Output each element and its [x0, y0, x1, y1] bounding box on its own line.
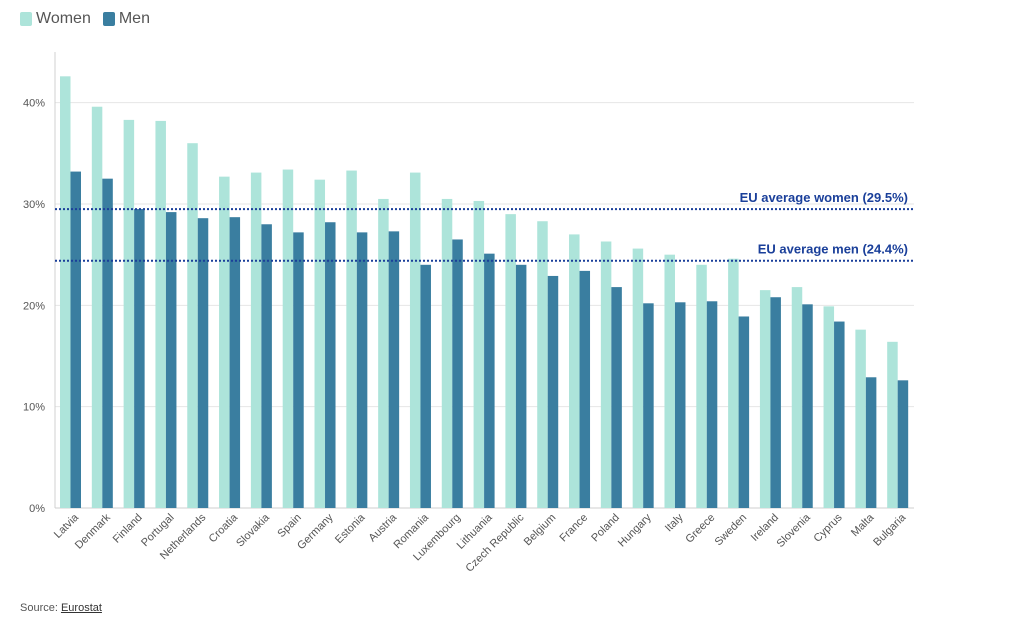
bar-women [60, 76, 71, 508]
bar-men [261, 224, 272, 508]
bar-men [515, 264, 527, 508]
bar-men [611, 287, 622, 508]
x-tick-label: Germany [295, 511, 336, 552]
bar-men [547, 275, 559, 508]
bar-women [855, 329, 866, 508]
x-tick-label: Italy [663, 511, 686, 534]
source-link[interactable]: Eurostat [60, 602, 102, 614]
bar-women [219, 176, 230, 508]
bar-men [579, 270, 591, 508]
x-tick-label: Estonia [333, 511, 368, 546]
bar-women [823, 306, 835, 508]
bar-men [674, 302, 686, 508]
x-tick-label: France [557, 512, 590, 545]
chart-legend: Women Men [20, 10, 150, 28]
bar-men [802, 304, 813, 508]
bar-women [887, 341, 898, 508]
bar-women [91, 106, 103, 508]
x-tick-label: Slovakia [234, 511, 273, 550]
bar-men [865, 377, 877, 508]
bar-women [314, 179, 326, 508]
x-tick-label: Belgium [522, 512, 559, 549]
legend-item-women[interactable]: Women [20, 10, 91, 28]
source-prefix: Source: [20, 602, 61, 614]
bar-women [791, 287, 803, 508]
bar-women [569, 234, 580, 508]
bar-men [484, 253, 495, 508]
source-note: Source: Eurostat [20, 602, 102, 614]
x-tick-label: Sweden [713, 512, 750, 549]
y-tick-label: 20% [23, 300, 45, 312]
x-tick-label: Czech Republic [464, 511, 527, 574]
bar-men [197, 218, 209, 509]
x-tick-label: Latvia [52, 511, 82, 541]
bar-men [770, 297, 781, 508]
bar-men [165, 212, 177, 508]
eu-average-men-label: EU average men (24.4%) [758, 242, 908, 257]
legend-label-women: Women [36, 10, 91, 27]
bar-women [505, 214, 516, 508]
bar-women [155, 120, 166, 508]
bar-women [441, 198, 453, 508]
y-tick-label: 0% [29, 503, 45, 515]
y-tick-label: 30% [23, 199, 45, 211]
bar-men [897, 380, 909, 508]
bar-women [728, 258, 739, 508]
bar-men [325, 222, 336, 509]
bar-women [282, 169, 294, 508]
bar-men [738, 316, 750, 508]
bar-men [643, 303, 654, 508]
bar-men [356, 232, 368, 508]
bar-women [632, 248, 644, 508]
bar-men [70, 171, 81, 508]
x-tick-label: Hungary [616, 511, 654, 549]
bar-men [229, 217, 241, 508]
x-tick-label: Bulgaria [871, 511, 909, 549]
x-tick-label: Cyprus [812, 511, 845, 544]
legend-label-men: Men [118, 10, 150, 27]
bar-women [187, 143, 198, 508]
bar-women [759, 290, 771, 508]
bar-chart: 0%10%20%30%40%LatviaDenmarkFinlandPortug… [23, 52, 914, 575]
x-tick-label: Spain [275, 512, 303, 540]
bar-men [293, 232, 304, 508]
x-tick-label: Slovenia [775, 511, 814, 550]
x-tick-label: Denmark [73, 511, 113, 551]
bar-men [834, 321, 845, 508]
bar-women [537, 221, 548, 508]
bar-women [664, 254, 675, 508]
bar-men [102, 178, 113, 508]
bar-women [123, 119, 135, 508]
legend-item-men[interactable]: Men [102, 10, 150, 28]
bar-women [600, 241, 612, 508]
bar-men [452, 239, 463, 508]
x-tick-label: Malta [849, 511, 877, 539]
eu-average-women-label: EU average women (29.5%) [740, 190, 908, 205]
bar-men [420, 264, 431, 508]
bar-men [134, 209, 145, 509]
bar-women [696, 264, 707, 508]
y-tick-label: 40% [23, 98, 45, 110]
bar-men [706, 301, 718, 508]
legend-swatch-women [20, 12, 32, 26]
bar-women [378, 198, 389, 508]
bar-women [473, 200, 485, 508]
bar-women [346, 170, 357, 508]
bar-women [250, 172, 262, 508]
legend-swatch-men [102, 12, 115, 26]
y-tick-label: 10% [23, 402, 45, 414]
bar-men [388, 231, 400, 509]
bar-women [409, 172, 421, 508]
